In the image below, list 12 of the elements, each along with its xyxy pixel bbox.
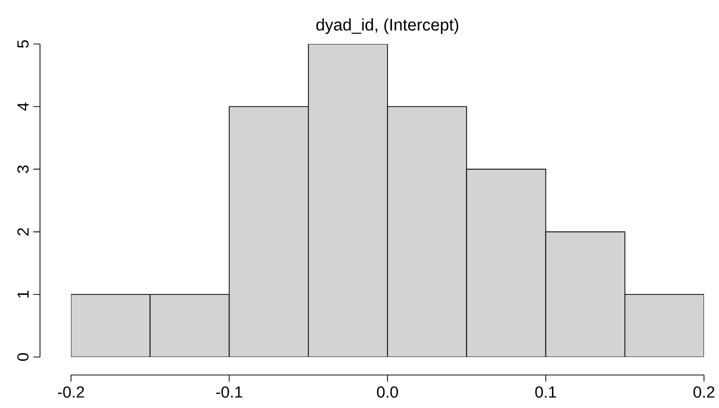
x-tick-label: 0.1 — [535, 386, 556, 398]
y-tick-label: 3 — [17, 165, 29, 174]
x-tick-label: 0.0 — [377, 386, 398, 398]
x-tick-label: -0.2 — [58, 386, 84, 398]
y-tick-label: 0 — [17, 353, 29, 361]
y-tick-label: 5 — [17, 40, 29, 48]
chart-title: dyad_id, (Intercept) — [316, 18, 458, 34]
x-tick-label: -0.1 — [216, 386, 242, 398]
y-tick-label: 4 — [18, 102, 29, 111]
x-tick-label: 0.2 — [694, 386, 714, 398]
y-tick-label: 1 — [18, 290, 29, 298]
y-tick-label: 2 — [17, 228, 29, 236]
